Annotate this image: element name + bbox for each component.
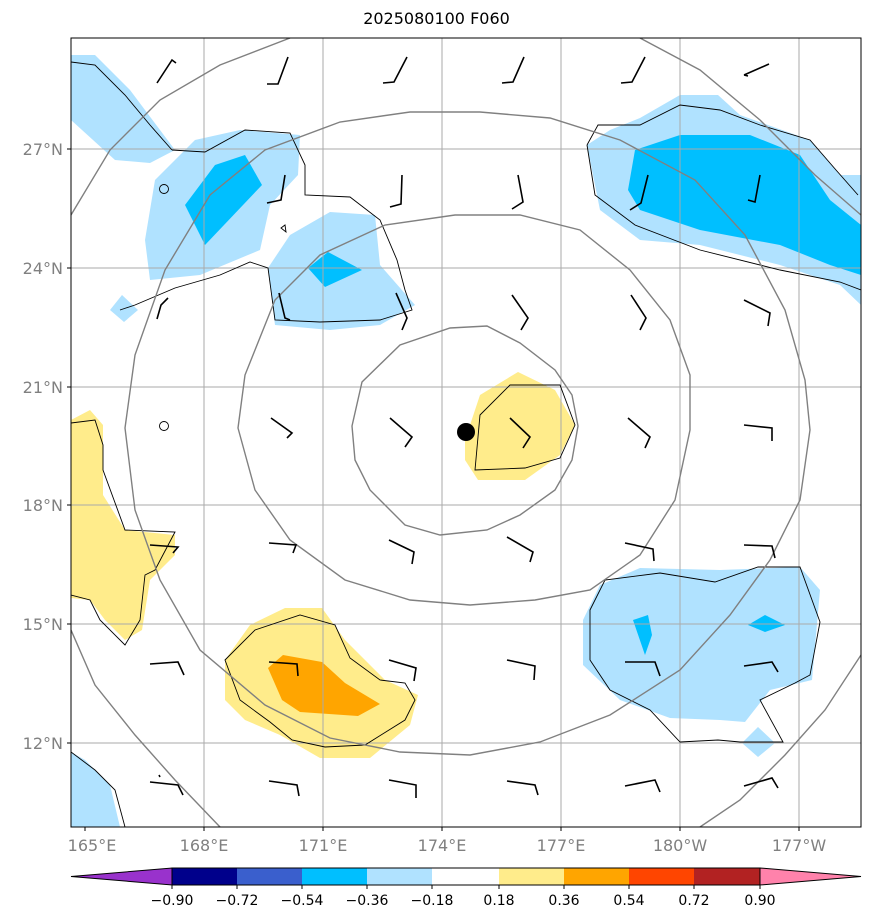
- plot-frame: [70, 37, 862, 828]
- x-axis-labels: 165°E 168°E 171°E 174°E 177°E 180°W 177°…: [68, 836, 827, 855]
- axis-ticks: [67, 148, 800, 831]
- colorbar-tick-label: 0.90: [744, 893, 775, 909]
- y-tick-label: 18°N: [23, 496, 63, 515]
- y-tick-label: 21°N: [23, 378, 63, 397]
- colorbar-segment: [172, 868, 237, 885]
- colorbar-extend-high: [759, 867, 862, 886]
- colorbar-tick-label: 0.72: [678, 893, 709, 909]
- x-tick-label: 180°W: [653, 836, 708, 855]
- colorbar-tick-label: −0.18: [411, 893, 454, 909]
- colorbar-tick-label: −0.72: [216, 893, 259, 909]
- wind-barbs: [149, 56, 779, 798]
- x-tick-label: 177°E: [537, 836, 586, 855]
- x-tick-label: 171°E: [299, 836, 348, 855]
- colorbar-segment: [367, 868, 432, 885]
- x-tick-label: 168°E: [180, 836, 229, 855]
- colorbar-segment: [694, 868, 760, 885]
- colorbar-tick-label: 0.36: [548, 893, 579, 909]
- colorbar-segment: [237, 868, 302, 885]
- colorbar-segment: [629, 868, 694, 885]
- range-rings: [71, 38, 861, 827]
- colorbar-frame: [171, 867, 761, 886]
- colorbar-tick-label: 0.54: [613, 893, 644, 909]
- plot-area: [71, 38, 861, 827]
- lat-lon-grid: [71, 38, 861, 827]
- center-marker: [457, 423, 475, 441]
- y-tick-label: 24°N: [23, 259, 63, 278]
- y-axis-labels: 27°N 24°N 21°N 18°N 15°N 12°N: [23, 140, 63, 753]
- colorbar-tick-label: −0.90: [151, 893, 194, 909]
- x-tick-label: 165°E: [68, 836, 117, 855]
- colorbar-tick-label: −0.54: [281, 893, 324, 909]
- colorbar-tick-label: 0.18: [483, 893, 514, 909]
- contour-lines: [71, 61, 861, 827]
- colorbar-segment: [432, 868, 499, 885]
- shaded-field-negative: [71, 55, 861, 827]
- colorbar: −0.90 −0.72 −0.54 −0.36 −0.18 0.18 0.36 0.54 0.7…: [70, 867, 862, 909]
- shaded-field-positive: [71, 372, 575, 758]
- y-tick-label: 12°N: [23, 734, 63, 753]
- colorbar-segment: [302, 868, 367, 885]
- colorbar-tick-label: −0.36: [346, 893, 389, 909]
- x-tick-label: 177°W: [772, 836, 827, 855]
- colorbar-segment: [564, 868, 629, 885]
- colorbar-segment: [499, 868, 564, 885]
- colorbar-extend-low: [70, 867, 173, 886]
- y-tick-label: 15°N: [23, 615, 63, 634]
- x-tick-label: 174°E: [418, 836, 467, 855]
- y-tick-label: 27°N: [23, 140, 63, 159]
- map-title: 2025080100 F060: [363, 9, 510, 28]
